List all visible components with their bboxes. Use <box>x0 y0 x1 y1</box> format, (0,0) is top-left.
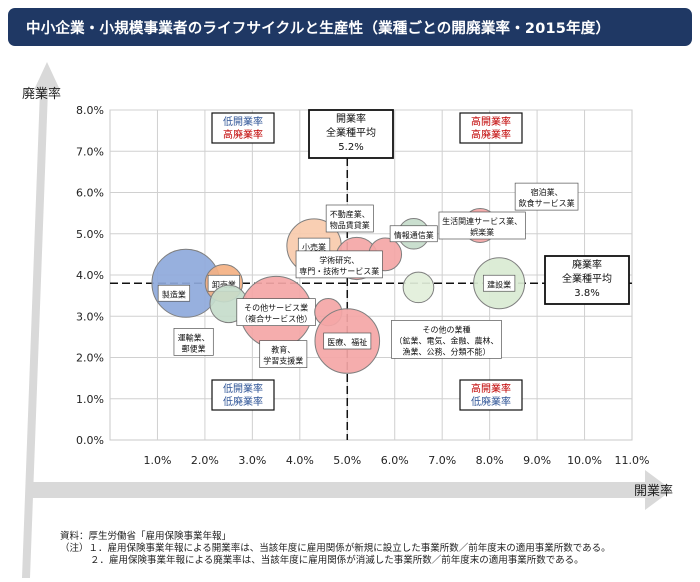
bubble-label-box <box>295 250 383 279</box>
bubble-label: （複合サービス他） <box>240 314 312 324</box>
bubble-label: 小売業 <box>302 242 326 252</box>
y-tick-label: 3.0% <box>76 310 104 323</box>
bubble-label-box <box>389 225 438 243</box>
y-tick-label: 8.0% <box>76 104 104 117</box>
bubble-label: 郵便業 <box>182 343 206 353</box>
x-tick-label: 1.0% <box>143 454 171 467</box>
x-tick-label: 3.0% <box>238 454 266 467</box>
annotation-text: 低開業率 <box>223 382 263 395</box>
annotation-text: 低開業率 <box>223 115 263 128</box>
footnote-1: （注）１．雇用保険事業年報による開業率は、当該年度に雇用関係が新規に設立した事業… <box>60 543 611 554</box>
bubble-label: その他サービス業 <box>244 303 308 313</box>
x-tick-label: 2.0% <box>191 454 219 467</box>
bubble-label-box <box>514 182 579 211</box>
quadrant-bottom-right <box>459 379 523 411</box>
x-tick-label: 11.0% <box>615 454 650 467</box>
bubble-label-box <box>259 340 308 368</box>
x-tick-label: 4.0% <box>286 454 314 467</box>
bubble-label: 娯楽業 <box>470 227 494 237</box>
bubble-label: 学習支援業 <box>263 356 303 366</box>
quadrant-top-right <box>459 112 523 144</box>
bubble-label: 教育、 <box>271 345 295 355</box>
title-banner: 中小企業・小規模事業者のライフサイクルと生産性（業種ごとの開廃業率・2015年度… <box>8 8 692 46</box>
x-tick-label: 5.0% <box>333 454 361 467</box>
bubble-label: 情報通信業 <box>394 230 434 240</box>
y-tick-label: 5.0% <box>76 228 104 241</box>
y-axis-title: 廃業率 <box>22 86 61 102</box>
bubble-label: 医療、福祉 <box>327 337 367 347</box>
bubble-label-box <box>325 204 374 233</box>
bubble-label: 生活関連サービス業、 <box>442 216 522 226</box>
annotation-text: 高開業率 <box>471 115 511 128</box>
y-tick-label: 2.0% <box>76 352 104 365</box>
x-tick-label: 8.0% <box>476 454 504 467</box>
annotation-text: 低廃業率 <box>223 395 263 408</box>
y-axis-arrow <box>22 62 60 578</box>
quadrant-top-left <box>211 112 275 144</box>
avg-close-box <box>544 255 630 305</box>
bubble-point <box>402 271 435 304</box>
page-title: 中小企業・小規模事業者のライフサイクルと生産性（業種ごとの開廃業率・2015年度… <box>26 21 611 37</box>
y-tick-label: 6.0% <box>76 187 104 200</box>
bubble-label: その他の業種 <box>422 324 470 334</box>
footnote-2: ２．雇用保険事業年報による廃業率は、当該年度に雇用関係が消滅した事業所数／前年度… <box>90 555 584 566</box>
y-tick-label: 0.0% <box>76 434 104 447</box>
y-tick-label: 4.0% <box>76 269 104 282</box>
annotation-text: 5.2% <box>338 142 363 153</box>
bubble-label: 学術研究、 <box>319 255 359 265</box>
x-tick-label: 7.0% <box>428 454 456 467</box>
bubble-label-box <box>391 320 502 359</box>
annotation-text: 廃業率 <box>572 258 602 271</box>
bubble-label: 卸売業 <box>212 279 236 289</box>
bubble-label-box <box>483 274 516 292</box>
bubble-label: 漁業、公務、分類不能） <box>402 346 490 356</box>
y-tick-label: 7.0% <box>76 145 104 158</box>
annotation-text: 全業種平均 <box>562 272 612 285</box>
bubble-label: 製造業 <box>162 289 186 299</box>
bubble-label: （鉱業、電気、金融、農林、 <box>394 335 498 345</box>
quadrant-bottom-left <box>211 379 275 411</box>
annotation-text: 高廃業率 <box>223 128 263 141</box>
bubble-label: 飲食サービス業 <box>519 198 575 208</box>
annotation-text: 3.8% <box>574 288 599 299</box>
bubble-label: 物品賃貸業 <box>330 220 370 230</box>
source-note: 資料：厚生労働省「雇用保険事業年報」 <box>60 531 232 542</box>
bubble-label-box <box>173 328 214 356</box>
bubble-label: 建設業 <box>487 279 511 289</box>
y-tick-label: 1.0% <box>76 393 104 406</box>
annotation-text: 全業種平均 <box>326 126 376 139</box>
avg-open-box <box>308 109 394 159</box>
notes: 資料：厚生労働省「雇用保険事業年報」 （注）１．雇用保険事業年報による開業率は、… <box>60 531 611 567</box>
x-tick-label: 6.0% <box>381 454 409 467</box>
annotation-text: 開業率 <box>336 112 366 125</box>
bubble-label: 専門・技術サービス業 <box>299 266 379 276</box>
annotation-text: 低廃業率 <box>471 395 511 408</box>
bubble-label-box <box>438 211 526 240</box>
bubble-label-box <box>323 332 372 350</box>
bubble-label: 不動産業、 <box>330 209 370 219</box>
bubble-label: 宿泊業、 <box>531 187 563 197</box>
bubble-label-box <box>157 284 191 302</box>
x-axis-arrow <box>28 470 672 510</box>
x-tick-label: 10.0% <box>567 454 602 467</box>
x-axis-title: 開業率 <box>634 483 673 499</box>
annotation-text: 高廃業率 <box>471 128 511 141</box>
bubble-label-box <box>236 298 316 326</box>
x-tick-label: 9.0% <box>523 454 551 467</box>
bubble-label: 運輸業、 <box>178 332 210 342</box>
annotation-text: 高開業率 <box>471 382 511 395</box>
